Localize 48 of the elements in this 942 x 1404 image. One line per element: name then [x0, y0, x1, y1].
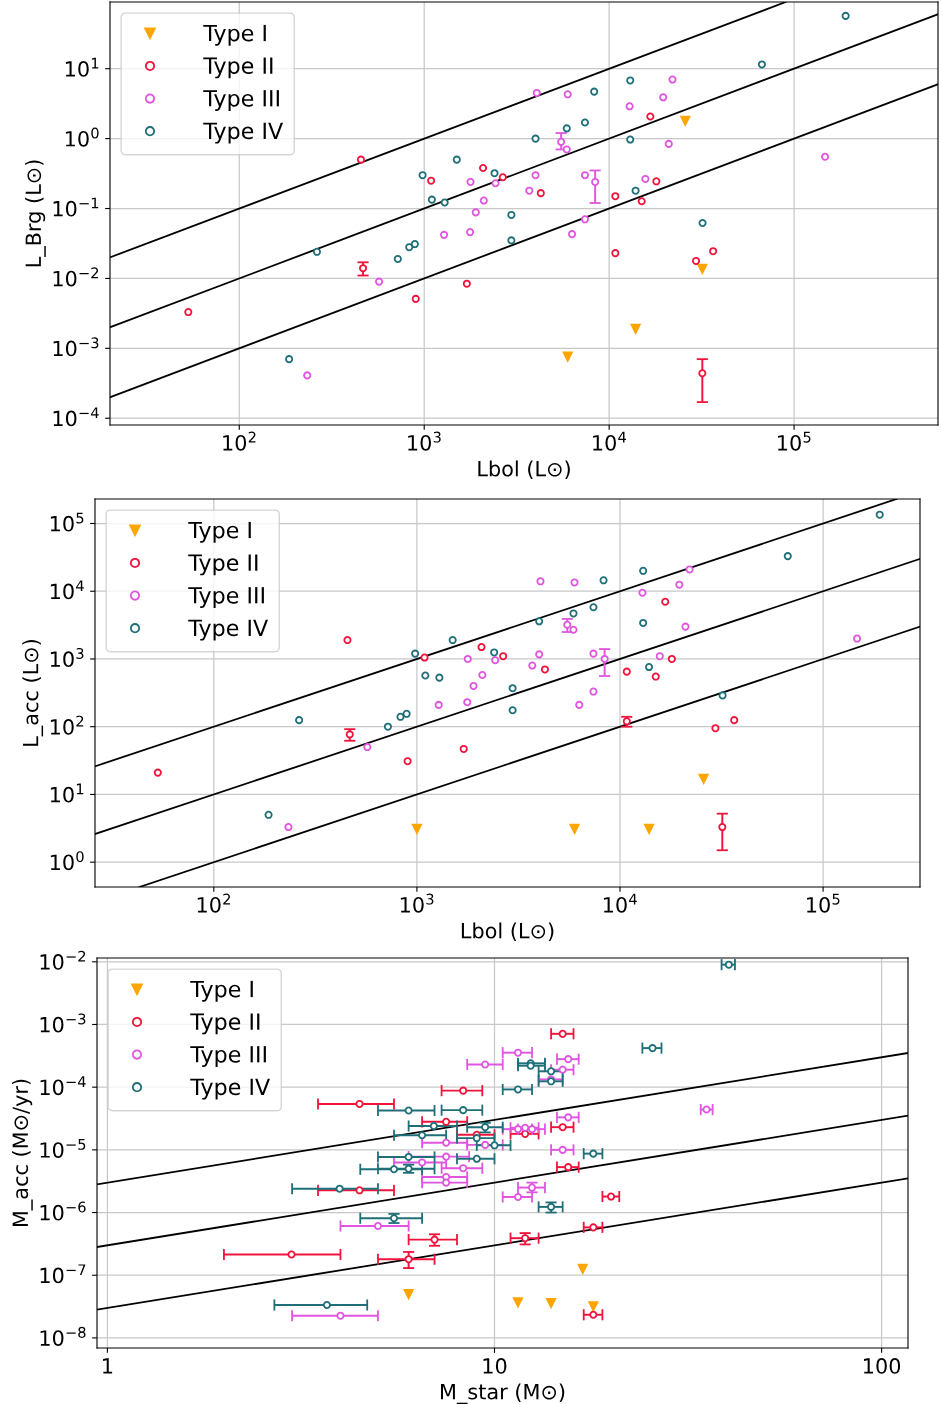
- legend-label: Type IV: [190, 1078, 270, 1100]
- x-tick-label: 10$^{5}$: [778, 431, 811, 451]
- x-tick-label: 10$^{2}$: [197, 893, 231, 913]
- legend-label: Type II: [190, 1013, 260, 1035]
- legend-label: Type II: [203, 57, 273, 79]
- y-tick-label: 10$^{−3}$: [40, 1013, 86, 1033]
- legend-label: Type I: [203, 24, 266, 46]
- y-tick-label: 10$^{2}$: [50, 715, 84, 735]
- x-tick-label: 10: [483, 1358, 507, 1374]
- y-tick-label: 10$^{−6}$: [40, 1201, 86, 1221]
- y-axis-title: L_acc (L⊙): [22, 639, 44, 746]
- y-tick-label: 10$^{4}$: [50, 580, 84, 600]
- y-tick-label: 10$^{0}$: [50, 851, 84, 871]
- y-tick-label: 10$^{5}$: [50, 512, 84, 532]
- y-tick-label: 10$^{1}$: [65, 57, 99, 77]
- legend-label: Type IV: [188, 619, 268, 641]
- y-tick-label: 10$^{3}$: [50, 647, 84, 668]
- y-tick-label: 10$^{1}$: [50, 783, 84, 803]
- legend-label: Type III: [188, 587, 264, 608]
- x-tick-label: 100: [864, 1358, 901, 1374]
- y-axis-title: M_acc (M⊙/yr): [12, 1079, 33, 1227]
- y-tick-label: 10$^{−5}$: [40, 1139, 86, 1158]
- legend-label: Type II: [188, 554, 258, 576]
- y-tick-label: 10$^{0}$: [65, 127, 99, 147]
- x-tick-label: 10$^{4}$: [603, 893, 637, 913]
- x-tick-label: 10$^{3}$: [400, 893, 434, 913]
- x-axis-title: M_star (M⊙): [441, 1383, 565, 1404]
- legend-label: Type I: [190, 980, 253, 1002]
- y-axis-title: L_Brg (L⊙): [25, 160, 46, 267]
- x-tick-label: 10$^{3}$: [408, 431, 441, 451]
- y-tick-label: 10$^{−4}$: [40, 1076, 86, 1096]
- x-axis-title: Lbol (L⊙): [461, 922, 554, 942]
- legend-label: Type III: [203, 90, 279, 111]
- y-tick-label: 10$^{−7}$: [40, 1264, 86, 1284]
- y-tick-label: 10$^{−2}$: [40, 950, 86, 970]
- legend-label: Type IV: [203, 122, 283, 144]
- y-tick-label: 10$^{−1}$: [53, 197, 99, 217]
- legend-label: Type III: [190, 1046, 266, 1067]
- x-axis-title: Lbol (L⊙): [478, 460, 570, 480]
- x-tick-label: 1: [103, 1358, 113, 1374]
- y-tick-label: 10$^{−8}$: [40, 1326, 86, 1346]
- y-tick-label: 10$^{−4}$: [53, 407, 99, 427]
- y-tick-label: 10$^{−2}$: [53, 267, 99, 287]
- legend-label: Type I: [188, 521, 251, 543]
- x-tick-label: 10$^{4}$: [593, 431, 626, 451]
- y-tick-label: 10$^{−3}$: [53, 337, 99, 357]
- x-tick-label: 10$^{5}$: [807, 893, 840, 913]
- x-tick-label: 10$^{2}$: [223, 431, 256, 451]
